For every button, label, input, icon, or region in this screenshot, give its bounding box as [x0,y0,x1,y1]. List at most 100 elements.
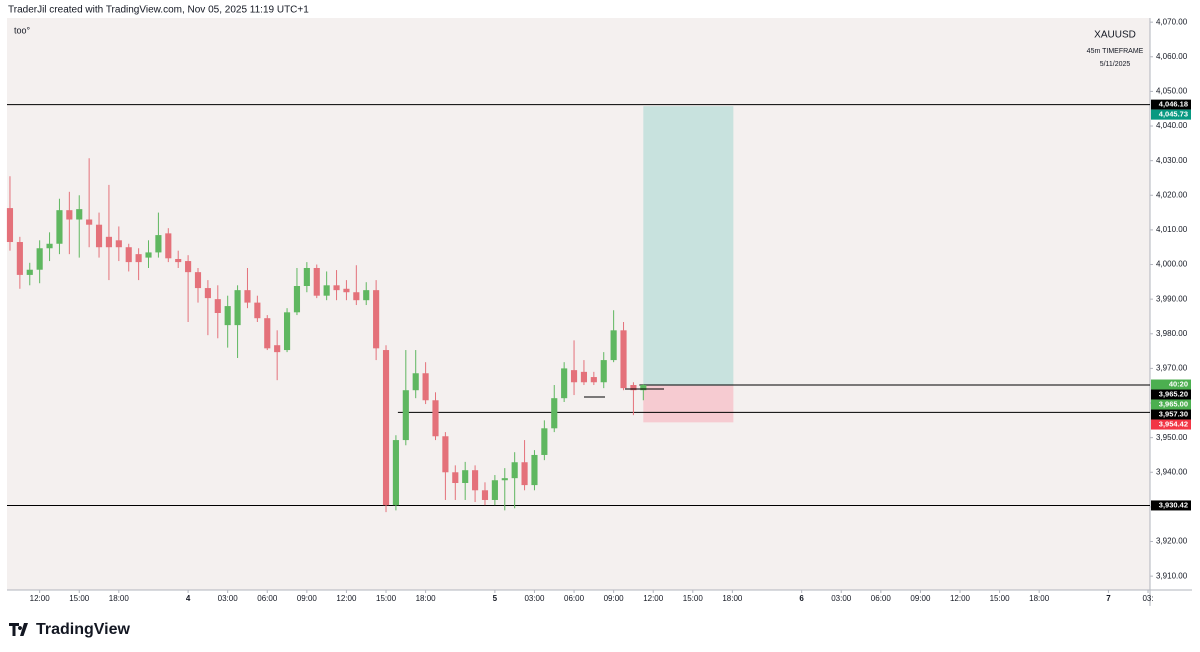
candle-body [16,242,23,275]
candle-body [382,350,390,506]
candle-body [402,390,409,441]
x-tick-label: 06:00 [257,594,278,603]
plot-background [7,18,1150,590]
x-tick-label: 12:00 [643,594,664,603]
y-tick-label: 4,050.00 [1156,87,1188,96]
timeframe: 45m TIMEFRAME [1087,48,1144,55]
x-tick-label: 09:00 [910,594,931,603]
y-tick-label: 4,010.00 [1156,225,1188,234]
candle-body [76,209,83,220]
candle-body [580,371,588,383]
price-label: 3,965.00 [1159,400,1188,409]
footer-brand: TradingView [36,621,131,638]
candle-body [185,261,192,273]
x-tick-label: 18:00 [416,594,437,603]
candle-body [452,472,459,484]
price-label-bg [1151,500,1191,511]
price-label-bg [1151,409,1191,420]
x-tick-label: 15:00 [683,594,704,603]
candle-body [472,470,479,491]
y-tick-label: 3,950.00 [1156,433,1188,442]
candle-body [293,285,301,313]
candle-body [422,373,429,401]
candle-body [363,290,370,301]
x-tick-label: 6 [799,594,804,603]
y-tick-label: 4,030.00 [1156,156,1188,165]
x-tick-label: 18:00 [1029,594,1050,603]
y-tick-label: 3,920.00 [1156,537,1188,546]
x-tick-label: 09:00 [297,594,318,603]
candle-body [125,247,132,263]
candle-body [412,373,419,391]
candle-body [373,290,380,349]
candle-body [561,368,568,399]
candle-body [175,258,182,263]
y-tick-label: 4,060.00 [1156,52,1188,61]
price-label: 3,965.20 [1159,390,1188,399]
candle-body [481,490,489,500]
candle-body [254,302,261,319]
candle-body [541,428,548,455]
y-tick-label: 3,940.00 [1156,467,1188,476]
x-tick-label: 15:00 [69,594,90,603]
x-tick-label: 12:00 [950,594,971,603]
candle-body [600,360,607,383]
price-label-bg [1151,399,1191,410]
candle-body [432,400,439,437]
symbol: XAUUSD [1094,30,1136,41]
candle-body [531,454,538,486]
candle-body [610,330,617,361]
candle-body [214,299,221,314]
x-tick-label: 15:00 [990,594,1011,603]
x-tick-label: 5 [493,594,498,603]
price-label: 4,046.18 [1159,100,1188,109]
candle-body [56,210,63,244]
candle-body [224,306,231,326]
x-tick-label: 18:00 [109,594,130,603]
y-tick-label: 3,980.00 [1156,329,1188,338]
annotation: too° [14,25,31,35]
price-label-bg [1151,379,1191,390]
price-label-bg [1151,109,1191,120]
x-tick-label: 12:00 [30,594,51,603]
x-tick-label: 03:00 [831,594,852,603]
candle-body [204,288,211,299]
x-tick-label: 03: [1142,594,1153,603]
candle-body [521,462,528,486]
candle-body [333,285,340,291]
candle-body [194,272,202,289]
header: TraderJil created with TradingView.com, … [8,5,309,16]
x-tick-label: 06:00 [564,594,585,603]
candle-body [283,312,291,351]
x-tick-label: 15:00 [376,594,397,603]
candle-body [244,290,251,303]
candle-body [66,210,73,220]
logo-icon [9,623,28,636]
date: 5/11/2025 [1100,61,1131,68]
candle-body [570,370,578,383]
stop-zone [643,385,734,423]
candle-body [462,470,469,484]
y-tick-label: 3,910.00 [1156,571,1188,580]
x-tick-label: 03:00 [524,594,545,603]
x-tick-label: 06:00 [871,594,892,603]
x-tick-label: 09:00 [604,594,625,603]
candle-body [343,288,350,293]
x-tick-label: 18:00 [722,594,743,603]
price-label-bg [1151,389,1191,400]
price-label: 3,954.42 [1159,420,1188,429]
price-label: 3,930.42 [1159,500,1188,509]
candle-body [86,219,93,225]
candle-body [36,248,43,270]
logo: TradingView [9,621,131,638]
y-tick-label: 4,040.00 [1156,121,1188,130]
target-zone [643,106,734,386]
candle-body [353,292,360,301]
y-tick-label: 4,000.00 [1156,260,1188,269]
candle-body [491,480,498,500]
price-label-bg [1151,419,1191,430]
plot-layer [6,104,1150,513]
x-tick-label: 03:00 [218,594,239,603]
candle-body [620,330,627,389]
candle-body [274,345,281,353]
